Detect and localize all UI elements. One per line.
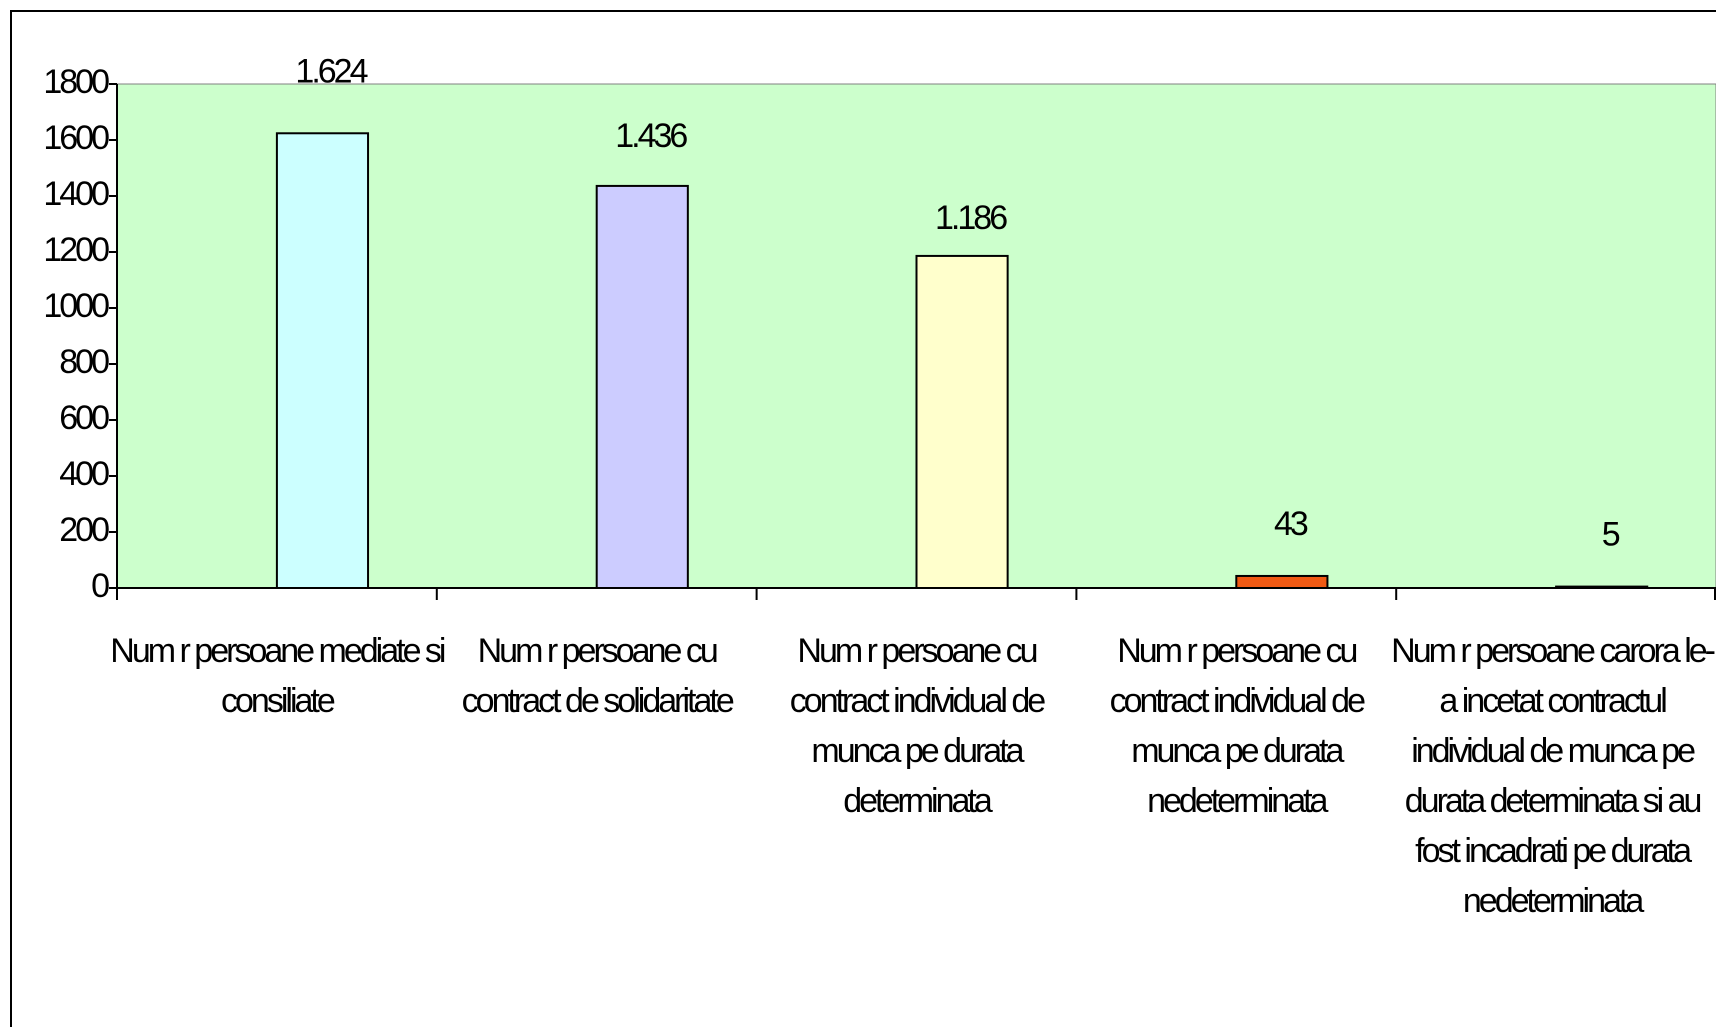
y-tick-label: 1000 xyxy=(43,287,109,325)
x-tick-label: Num r persoane cu contract individual de… xyxy=(1109,632,1366,820)
x-tick-label: Num r persoane carora le-a incetat contr… xyxy=(1391,632,1716,920)
bar xyxy=(595,184,689,589)
y-tick-label: 1400 xyxy=(43,175,109,213)
bar xyxy=(1235,574,1329,590)
y-tick-label: 600 xyxy=(59,399,109,437)
data-label: 1.186 xyxy=(935,199,1007,237)
x-tick-label: Num r persoane cu contract de solidarita… xyxy=(461,632,735,720)
x-tick-label: Num r persoane cu contract individual de… xyxy=(789,632,1046,820)
y-tick-label: 400 xyxy=(59,455,109,493)
y-tick-label: 1200 xyxy=(43,231,109,269)
data-label: 5 xyxy=(1602,516,1620,554)
bar xyxy=(1555,585,1649,589)
y-tick-label: 0 xyxy=(91,567,109,605)
bar xyxy=(915,254,1009,589)
x-tick-label: Num r persoane mediate si consiliate xyxy=(110,632,446,720)
y-tick-label: 1600 xyxy=(43,119,109,157)
y-tick-label: 800 xyxy=(59,343,109,381)
bar xyxy=(275,132,370,589)
y-tick-label: 1800 xyxy=(43,63,109,101)
y-tick-label: 200 xyxy=(59,511,109,549)
data-label: 1.436 xyxy=(615,117,687,155)
data-label: 43 xyxy=(1274,505,1308,543)
data-label: 1.624 xyxy=(295,52,367,90)
